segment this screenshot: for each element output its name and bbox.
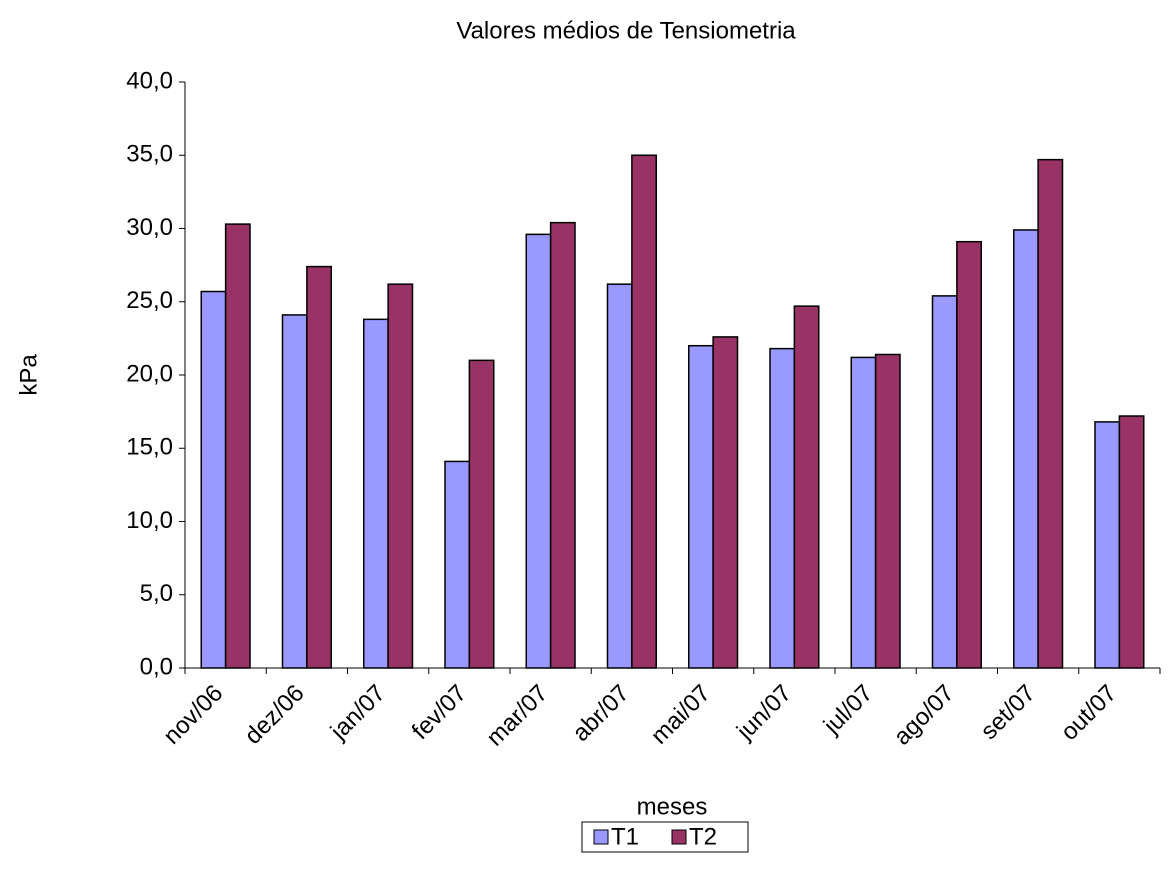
y-tick-label: 35,0	[126, 141, 173, 168]
x-tick-label: set/07	[976, 680, 1041, 745]
bar	[874, 353, 901, 669]
bar	[793, 305, 820, 669]
x-tick-label: mar/07	[481, 680, 553, 752]
bar	[688, 344, 714, 669]
chart-title: Valores médios de Tensiometria	[456, 17, 796, 44]
y-tick-label: 30,0	[126, 214, 173, 241]
legend-swatch	[593, 829, 609, 845]
x-tick-label: abr/07	[567, 680, 634, 747]
bar	[1118, 415, 1145, 669]
bar	[712, 336, 739, 669]
legend-label: T1	[611, 823, 639, 850]
bar	[606, 283, 633, 669]
x-tick-label: fev/07	[407, 680, 472, 745]
y-tick-label: 5,0	[140, 580, 173, 607]
bar	[281, 314, 308, 669]
legend-label: T2	[689, 823, 717, 850]
bar	[363, 318, 389, 669]
bar	[769, 347, 796, 669]
x-tick-label: jan/07	[325, 680, 391, 746]
y-tick-label: 40,0	[126, 67, 173, 94]
y-tick-label: 15,0	[126, 434, 173, 461]
bar	[631, 154, 657, 669]
bar	[931, 295, 958, 669]
bar	[850, 356, 877, 669]
x-tick-label: out/07	[1056, 680, 1122, 746]
x-tick-label: jul/07	[818, 680, 878, 740]
bar	[224, 223, 251, 669]
x-tick-label: nov/06	[158, 680, 228, 750]
bar	[306, 265, 332, 669]
y-axis-title: kPa	[15, 354, 42, 396]
bar	[1013, 229, 1039, 669]
y-tick-label: 0,0	[140, 653, 173, 680]
bar	[444, 460, 471, 669]
bar	[525, 233, 552, 669]
x-tick-label: jun/07	[731, 680, 797, 746]
x-tick-label: dez/06	[240, 680, 310, 750]
y-tick-label: 25,0	[126, 287, 173, 314]
y-tick-label: 20,0	[126, 360, 173, 387]
legend-box	[581, 821, 749, 853]
bar	[468, 359, 495, 669]
y-tick-label: 10,0	[126, 507, 173, 534]
bar	[956, 240, 982, 669]
x-tick-label: ago/07	[889, 680, 960, 751]
bar	[200, 290, 227, 669]
x-tick-label: mai/07	[646, 680, 716, 750]
bar	[1094, 421, 1121, 669]
bar	[387, 283, 414, 669]
x-axis-title: meses	[637, 793, 708, 820]
legend-swatch	[671, 829, 687, 845]
bar	[549, 221, 576, 669]
bar	[1037, 158, 1064, 669]
